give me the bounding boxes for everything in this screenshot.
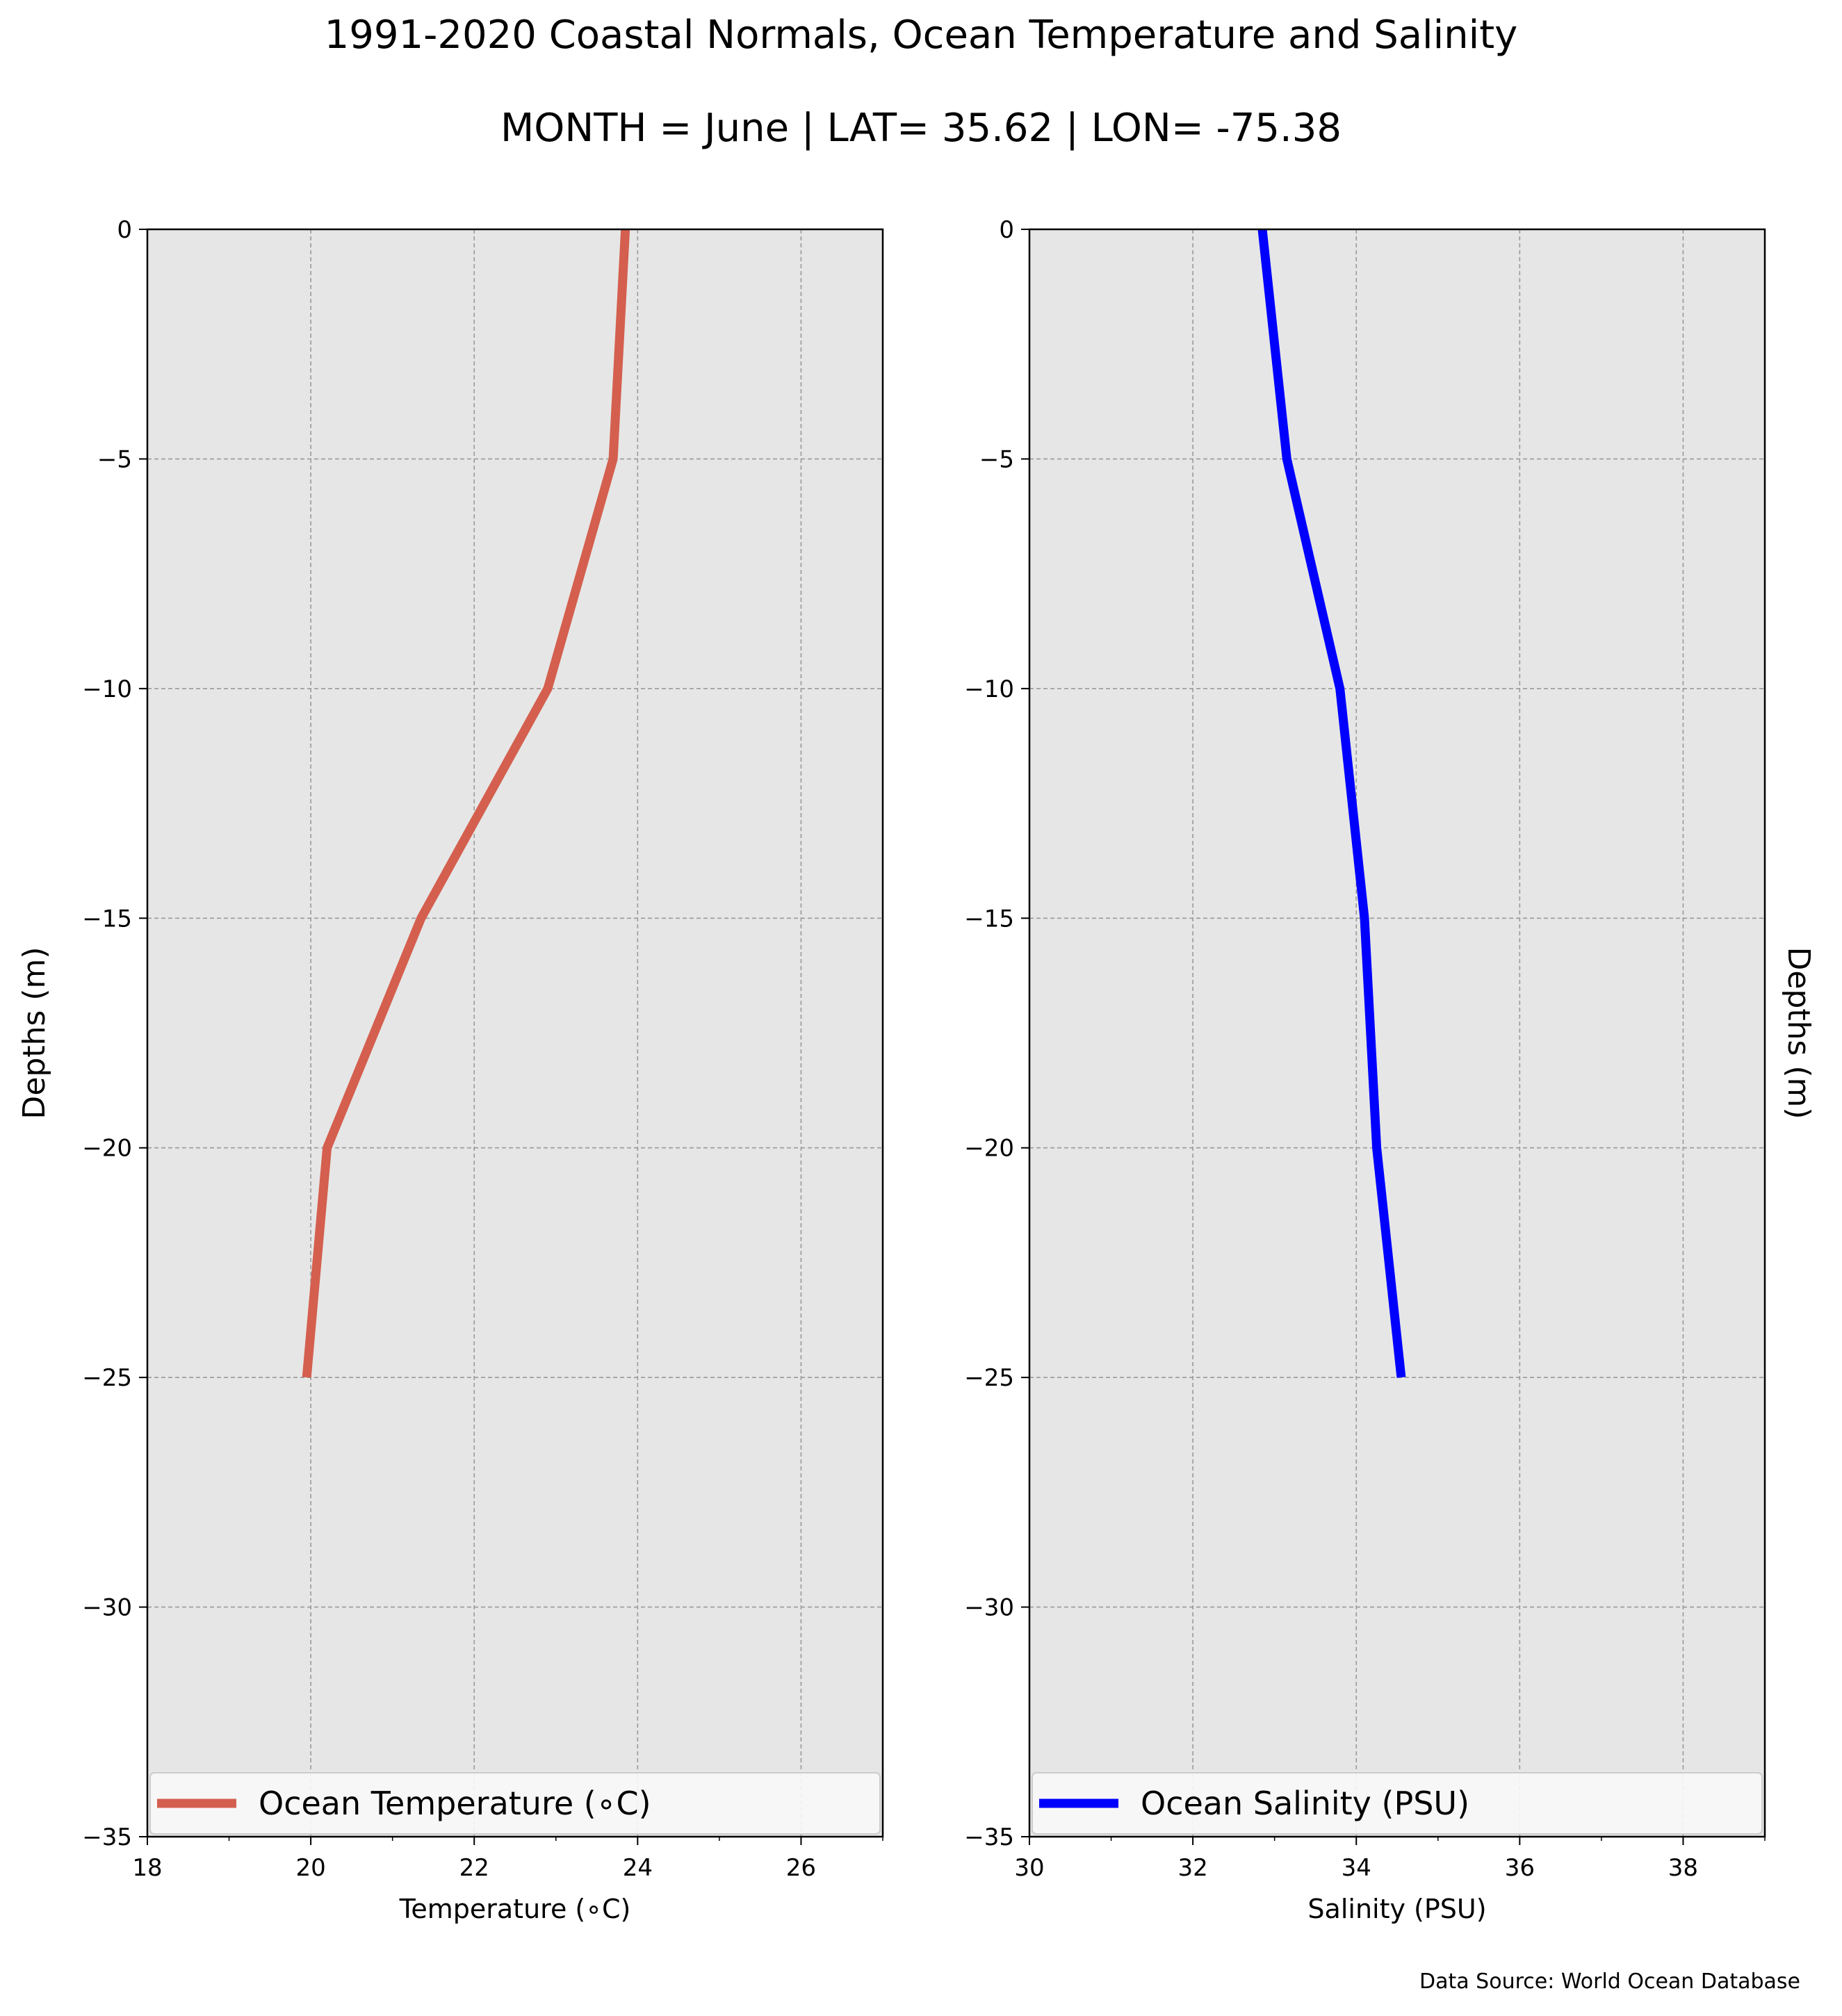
chart-subtitle: MONTH = June | LAT= 35.62 | LON= -75.38 bbox=[500, 106, 1342, 151]
y-tick-label: −15 bbox=[82, 905, 132, 933]
y-tick-label: 0 bbox=[999, 216, 1014, 244]
x-axis-label: Temperature (∘C) bbox=[399, 1894, 631, 1924]
x-tick-label: 18 bbox=[132, 1854, 162, 1882]
y-tick-label: −35 bbox=[964, 1824, 1014, 1851]
x-tick-label: 26 bbox=[786, 1854, 816, 1882]
y-tick-label: −10 bbox=[82, 675, 132, 703]
x-tick-label: 34 bbox=[1342, 1854, 1371, 1882]
y-tick-label: 0 bbox=[117, 216, 132, 244]
y-tick-label: −35 bbox=[82, 1824, 132, 1851]
y-tick-label: −25 bbox=[964, 1364, 1014, 1392]
chart-title: 1991-2020 Coastal Normals, Ocean Tempera… bbox=[324, 13, 1518, 58]
data-source-note: Data Source: World Ocean Database bbox=[1419, 1969, 1800, 1994]
x-tick-label: 22 bbox=[459, 1854, 489, 1882]
y-tick-label: −25 bbox=[82, 1364, 132, 1392]
y-tick-label: −5 bbox=[97, 445, 132, 473]
y-tick-label: −20 bbox=[964, 1135, 1014, 1163]
y-tick-label: −30 bbox=[82, 1594, 132, 1622]
y-axis-label: Depths (m) bbox=[17, 946, 52, 1119]
x-tick-label: 20 bbox=[295, 1854, 325, 1882]
y-axis-label: Depths (m) bbox=[1781, 946, 1816, 1119]
x-tick-label: 36 bbox=[1505, 1854, 1535, 1882]
series-line bbox=[302, 229, 630, 1378]
axes-frame bbox=[1028, 228, 1766, 1838]
plot-panel-2 bbox=[1021, 228, 1766, 1845]
y-tick-label: −15 bbox=[964, 905, 1014, 933]
y-tick-label: −10 bbox=[964, 675, 1014, 703]
y-tick-label: −5 bbox=[979, 445, 1014, 473]
plot-panel-1 bbox=[139, 228, 884, 1845]
plot-area bbox=[1029, 229, 1765, 1837]
x-tick-label: 32 bbox=[1177, 1854, 1207, 1882]
x-tick-label: 30 bbox=[1014, 1854, 1044, 1882]
series-line bbox=[1257, 229, 1406, 1378]
legend-box bbox=[149, 1772, 881, 1835]
legend-label: Ocean Temperature (∘C) bbox=[259, 1785, 651, 1822]
legend-box bbox=[1032, 1772, 1763, 1835]
legend-label: Ocean Salinity (PSU) bbox=[1141, 1785, 1469, 1822]
axes-frame bbox=[146, 228, 884, 1838]
x-tick-label: 38 bbox=[1668, 1854, 1698, 1882]
y-tick-label: −30 bbox=[964, 1594, 1014, 1622]
x-tick-label: 24 bbox=[623, 1854, 653, 1882]
x-axis-label: Salinity (PSU) bbox=[1307, 1894, 1486, 1924]
y-tick-label: −20 bbox=[82, 1135, 132, 1163]
plot-area bbox=[147, 229, 883, 1837]
